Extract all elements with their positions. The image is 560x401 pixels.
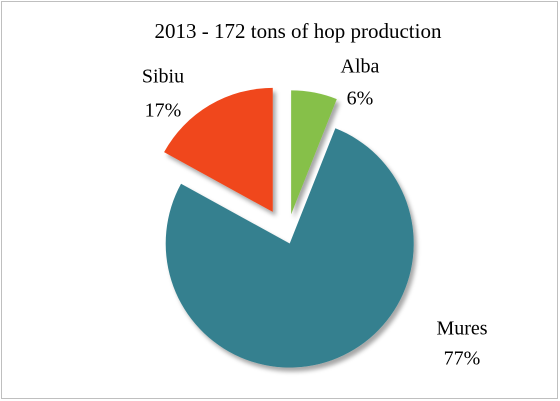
slice-label-name: Mures — [436, 318, 487, 340]
pie-slice — [291, 90, 337, 215]
slice-label-name: Sibiu — [142, 66, 184, 88]
slice-label-value: 6% — [347, 88, 374, 110]
slice-label-value: 77% — [444, 348, 481, 370]
pie-slice — [165, 128, 414, 368]
chart-title: 2013 - 172 tons of hop production — [155, 19, 442, 43]
slice-label-name: Alba — [341, 56, 380, 78]
slice-label-value: 17% — [145, 100, 182, 122]
pie-slice — [164, 87, 273, 212]
